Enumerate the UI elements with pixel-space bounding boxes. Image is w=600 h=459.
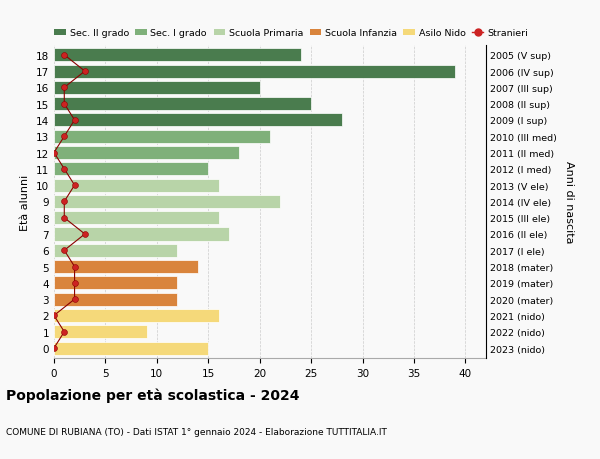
- Point: [70, 117, 79, 124]
- Point: [59, 84, 69, 92]
- Point: [59, 247, 69, 254]
- Point: [59, 328, 69, 336]
- Y-axis label: Anni di nascita: Anni di nascita: [564, 161, 574, 243]
- Point: [49, 345, 59, 352]
- Legend: Sec. II grado, Sec. I grado, Scuola Primaria, Scuola Infanzia, Asilo Nido, Stran: Sec. II grado, Sec. I grado, Scuola Prim…: [55, 29, 528, 38]
- Bar: [54, 98, 311, 111]
- Point: [59, 198, 69, 206]
- Point: [70, 263, 79, 271]
- Bar: [54, 293, 178, 306]
- Bar: [54, 163, 208, 176]
- Y-axis label: Età alunni: Età alunni: [20, 174, 31, 230]
- Bar: [54, 212, 218, 225]
- Bar: [54, 309, 218, 322]
- Bar: [54, 244, 178, 257]
- Text: COMUNE DI RUBIANA (TO) - Dati ISTAT 1° gennaio 2024 - Elaborazione TUTTITALIA.IT: COMUNE DI RUBIANA (TO) - Dati ISTAT 1° g…: [6, 427, 387, 436]
- Bar: [54, 49, 301, 62]
- Bar: [54, 147, 239, 160]
- Point: [80, 231, 89, 238]
- Point: [70, 182, 79, 190]
- Bar: [54, 228, 229, 241]
- Point: [59, 166, 69, 173]
- Bar: [54, 179, 218, 192]
- Bar: [54, 82, 260, 95]
- Bar: [54, 130, 270, 143]
- Text: Popolazione per età scolastica - 2024: Popolazione per età scolastica - 2024: [6, 388, 299, 403]
- Bar: [54, 277, 178, 290]
- Point: [59, 101, 69, 108]
- Point: [70, 296, 79, 303]
- Bar: [54, 325, 146, 338]
- Bar: [54, 65, 455, 78]
- Bar: [54, 196, 280, 208]
- Point: [80, 68, 89, 76]
- Bar: [54, 114, 342, 127]
- Point: [59, 214, 69, 222]
- Point: [49, 150, 59, 157]
- Point: [70, 280, 79, 287]
- Point: [59, 133, 69, 140]
- Point: [49, 312, 59, 319]
- Point: [59, 52, 69, 59]
- Bar: [54, 342, 208, 355]
- Bar: [54, 261, 198, 274]
